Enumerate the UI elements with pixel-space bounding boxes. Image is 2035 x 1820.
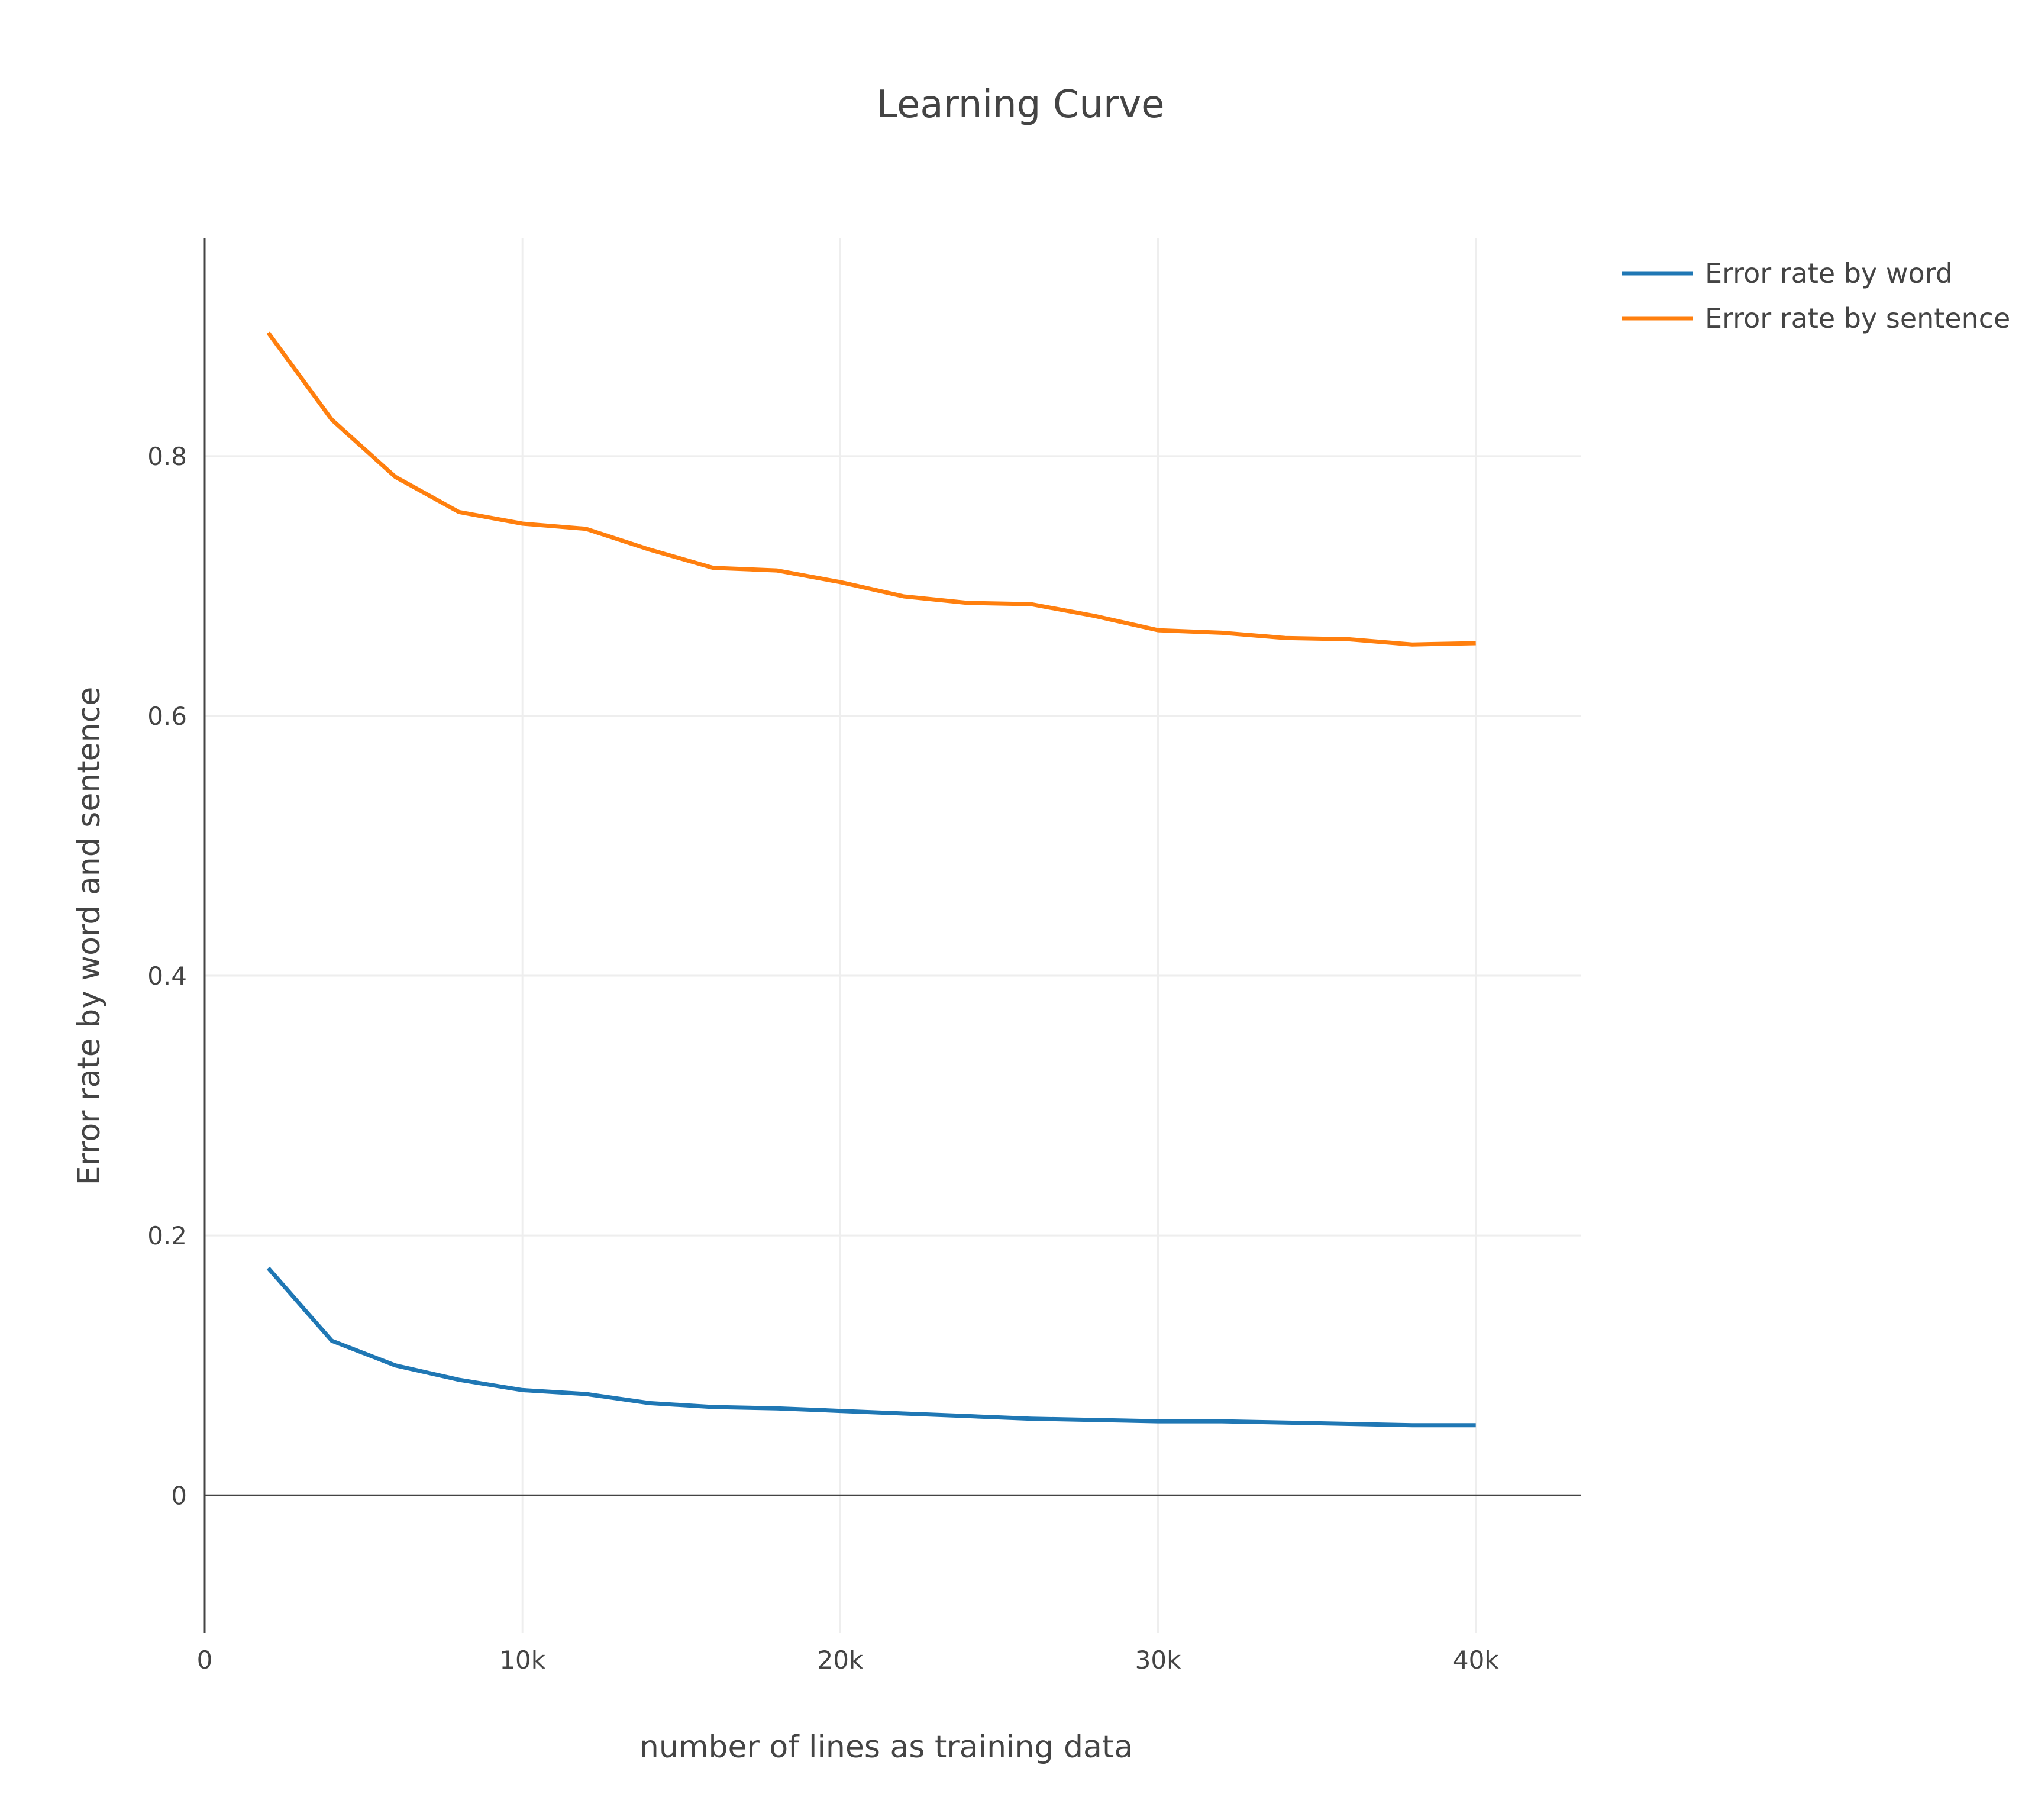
x-tick-label: 20k — [817, 1645, 863, 1674]
legend: Error rate by word Error rate by sentence — [1622, 257, 2010, 334]
series-lines — [266, 331, 1476, 1428]
grid — [205, 238, 1581, 1633]
series-line-word — [266, 1266, 1476, 1428]
y-tick-label: 0.6 — [147, 702, 187, 731]
legend-label: Error rate by word — [1705, 257, 1953, 289]
y-tick-label: 0.2 — [147, 1221, 187, 1250]
y-tick-label: 0.4 — [147, 961, 187, 990]
legend-label: Error rate by sentence — [1705, 302, 2010, 334]
x-tick-label: 30k — [1135, 1645, 1181, 1674]
x-tick-label: 0 — [197, 1645, 213, 1674]
axes — [204, 238, 1581, 1633]
y-tick-label: 0.8 — [147, 442, 187, 471]
x-tick-label: 10k — [499, 1645, 545, 1674]
x-axis-title: number of lines as training data — [639, 1729, 1133, 1765]
series-line-sentence — [266, 331, 1476, 647]
tick-labels: 0 10k 20k 30k 40k 0 0.2 0.4 0.6 0.8 — [147, 442, 1499, 1674]
chart-title: Learning Curve — [877, 83, 1165, 127]
y-tick-label: 0 — [171, 1481, 187, 1510]
x-tick-label: 40k — [1453, 1645, 1499, 1674]
y-axis-title: Error rate by word and sentence — [72, 687, 107, 1185]
